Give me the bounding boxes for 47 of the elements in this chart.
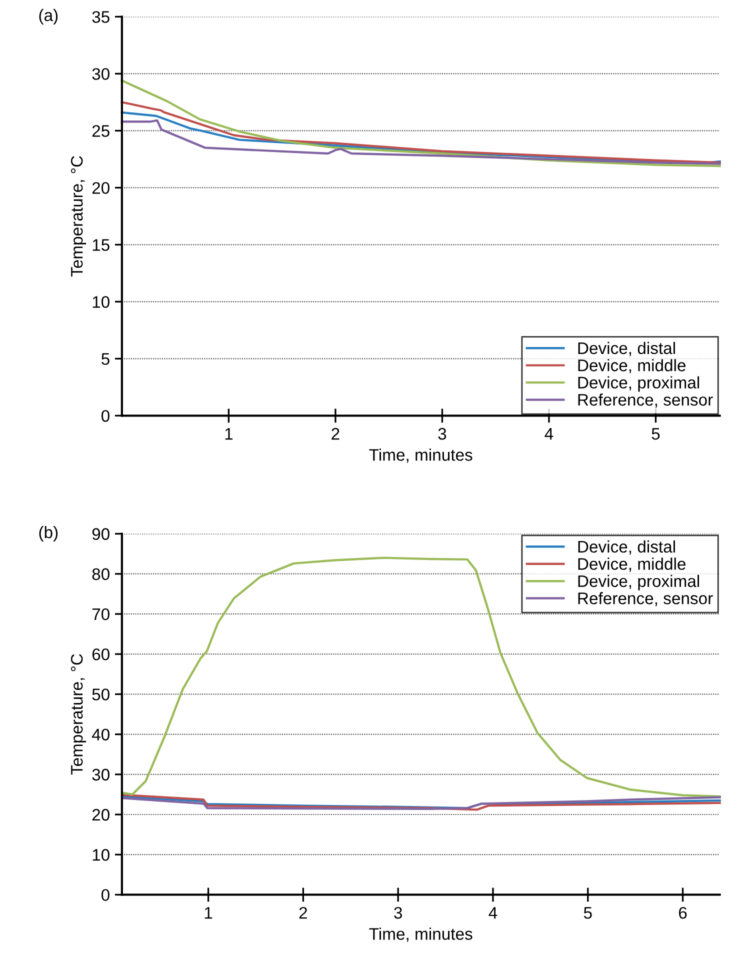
legend-label: Device, proximal [578,574,700,590]
x-tick-label: 1 [204,907,212,919]
y-tick-label: 70 [92,608,110,620]
x-tick-label: 5 [652,428,660,440]
y-tick-label: 25 [92,125,110,137]
legend-label: Device, middle [578,558,686,572]
y-axis-title: Temperature, °C [70,654,86,775]
chart-title: (b) [39,526,58,542]
legend-label: Device, distal [578,540,675,555]
line-series [120,119,721,165]
y-tick-label: 10 [92,849,110,861]
x-tick-label: 3 [394,906,402,919]
x-tick-label: 4 [544,428,554,440]
y-tick-label: 80 [92,568,110,580]
x-tick-label: 2 [299,906,307,919]
y-tick-label: 35 [92,11,110,23]
y-tick-label: 15 [92,239,110,251]
y-tick-label: 30 [92,768,110,781]
chart-title: (a) [39,8,58,24]
legend-label: Device, distal [578,342,675,356]
legend-label: Reference, sensor [578,393,713,408]
line-series [120,101,721,164]
x-tick-label: 5 [584,907,592,919]
y-tick-label: 10 [92,296,110,308]
y-tick-label: 20 [92,808,110,821]
y-tick-label: 90 [92,528,110,540]
x-axis-title: Time, minutes [369,448,472,463]
legend-label: Device, middle [578,359,686,374]
x-tick-label: 1 [225,428,233,440]
line-series [120,79,721,168]
y-tick-label: 0 [102,410,110,422]
y-tick-label: 5 [102,353,110,365]
y-tick-label: 20 [92,182,110,194]
y-tick-label: 60 [92,648,110,660]
x-tick-label: 3 [438,428,446,440]
x-tick-label: 2 [332,428,340,440]
y-tick-label: 30 [92,68,110,80]
y-tick-label: 0 [102,889,110,901]
y-tick-label: 40 [92,728,110,740]
legend-label: Device, proximal [578,376,700,392]
x-tick-label: 4 [488,907,498,919]
line-series [122,556,721,798]
x-tick-label: 6 [678,906,687,919]
legend-label: Reference, sensor [578,592,713,606]
y-axis-title: Temperature, °C [70,156,86,277]
x-axis-title: Time, minutes [369,928,472,942]
y-tick-label: 50 [92,688,110,700]
